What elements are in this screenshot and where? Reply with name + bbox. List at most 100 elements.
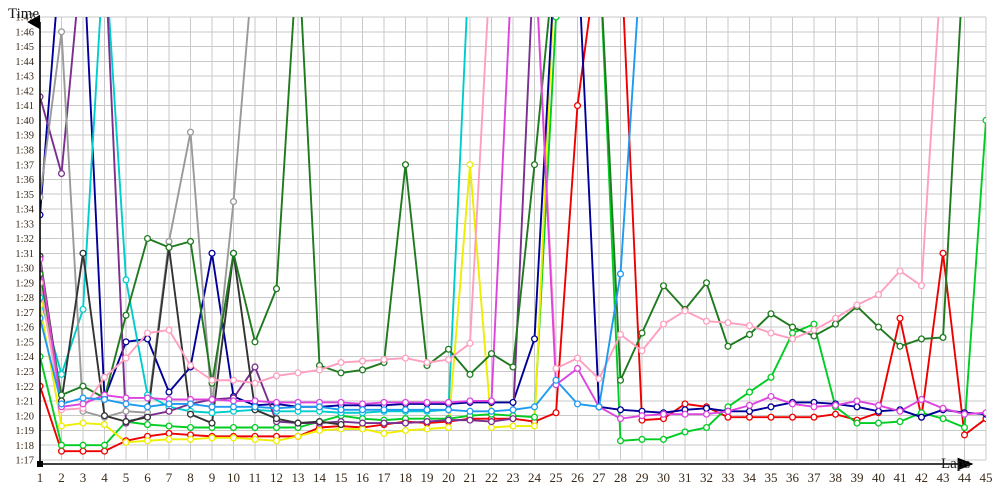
data-point-car-dark-green	[122, 311, 130, 319]
data-point-car-magenta	[229, 397, 238, 405]
data-point-car-pink	[573, 354, 582, 362]
data-point-car-light-blue	[401, 406, 410, 414]
data-point-car-pink	[616, 330, 625, 339]
data-point-car-yellow	[122, 438, 130, 446]
data-point-car-light-blue	[208, 403, 216, 411]
data-point-car-light-blue	[57, 400, 66, 408]
data-point-car-gray	[165, 237, 173, 246]
x-tick-label: 2	[58, 470, 65, 485]
data-point-car-pink	[186, 361, 195, 370]
data-point-car-yellow	[272, 437, 281, 445]
x-tick-label: 32	[700, 470, 713, 485]
data-point-car-light-blue	[251, 403, 259, 411]
data-point-car-magenta	[251, 397, 259, 405]
data-point-car-yellow	[208, 434, 216, 442]
data-point-car-light-blue	[165, 400, 173, 408]
data-point-car-red	[831, 410, 840, 418]
data-point-car-dark-green	[530, 161, 539, 169]
data-point-car-red	[57, 447, 66, 455]
data-point-car-purple	[57, 169, 66, 178]
y-axis-tick-labels: 1:47 1:46 1:45 1:44 1:43 1:42 1:41 1:40 1:39 1:38…	[15, 13, 34, 467]
data-point-car-dark-green	[616, 376, 625, 384]
data-point-car-yellow	[509, 422, 517, 430]
data-point-car-magenta	[79, 400, 87, 408]
data-point-car-pink	[208, 376, 216, 384]
data-point-car-navy	[143, 335, 152, 343]
data-point-car-yellow	[487, 423, 496, 432]
data-point-car-navy	[745, 407, 754, 415]
data-point-car-cyan	[79, 305, 87, 313]
data-point-car-bright-green	[79, 441, 87, 449]
data-point-car-bright-green	[186, 423, 195, 432]
x-tick-label: 39	[851, 470, 864, 485]
data-point-car-red	[810, 413, 818, 421]
x-tick-label: 3	[80, 470, 87, 485]
x-tick-label: 37	[808, 470, 822, 485]
data-point-car-pink	[745, 322, 754, 330]
data-point-car-pink	[917, 282, 926, 290]
x-tick-label: 22	[485, 470, 498, 485]
data-point-car-bright-green	[530, 413, 539, 421]
x-tick-label: 8	[187, 470, 194, 485]
data-point-car-purple	[358, 419, 367, 427]
data-point-car-pink	[552, 364, 560, 373]
data-point-car-pink	[100, 373, 109, 381]
x-tick-label: 38	[829, 470, 842, 485]
data-point-car-cyan	[208, 409, 216, 417]
data-point-car-dark-green	[724, 342, 732, 350]
x-tick-label: 1	[37, 470, 44, 485]
data-point-car-pink	[165, 326, 173, 334]
data-point-car-red	[165, 429, 173, 437]
data-point-car-pink	[702, 317, 711, 325]
data-point-car-magenta	[380, 398, 388, 406]
data-point-car-bright-green	[272, 423, 281, 432]
data-point-car-pink	[638, 347, 646, 355]
data-point-car-pink	[810, 326, 818, 334]
x-tick-label: 34	[743, 470, 757, 485]
data-point-car-magenta	[724, 407, 732, 415]
data-point-car-navy	[122, 338, 130, 346]
data-point-car-light-blue	[100, 395, 109, 404]
x-tick-label: 27	[593, 470, 607, 485]
x-tick-label: 33	[722, 470, 735, 485]
data-point-car-navy	[616, 406, 625, 414]
x-tick-label: 14	[313, 470, 327, 485]
data-point-car-dark-green	[337, 369, 345, 377]
data-point-car-dark-green	[79, 382, 87, 390]
data-point-car-magenta	[681, 410, 689, 418]
data-point-car-bright-green	[702, 423, 711, 432]
y-tick-label: 1:20	[15, 411, 34, 422]
data-point-car-magenta	[831, 401, 840, 409]
y-tick-label: 1:47	[15, 13, 34, 24]
data-point-car-pink	[767, 329, 775, 337]
data-point-car-dark-green	[509, 363, 517, 371]
data-point-car-magenta	[401, 398, 410, 406]
data-point-car-dark-green	[788, 323, 797, 331]
y-tick-label: 1:36	[15, 175, 34, 186]
data-point-car-magenta	[960, 410, 969, 418]
data-point-car-pink	[788, 335, 797, 343]
data-point-car-dark-green	[272, 285, 281, 293]
data-point-car-purple	[466, 416, 474, 424]
data-point-car-light-blue	[423, 406, 431, 414]
data-point-car-light-blue	[444, 406, 453, 414]
data-point-car-navy	[208, 249, 216, 257]
y-tick-label: 1:37	[15, 160, 34, 171]
data-point-car-pink	[681, 307, 689, 315]
data-point-car-black	[186, 410, 195, 418]
x-tick-label: 43	[937, 470, 950, 485]
data-point-car-dark-green	[229, 249, 238, 257]
data-point-car-magenta	[573, 364, 582, 373]
data-point-car-dark-green	[831, 320, 840, 328]
x-axis-title: Laps	[941, 456, 970, 472]
data-point-car-light-blue	[186, 400, 195, 408]
data-point-car-bright-green	[788, 329, 797, 337]
data-point-car-bright-green	[810, 320, 818, 328]
y-tick-label: 1:40	[15, 116, 34, 127]
y-tick-label: 1:35	[15, 190, 34, 201]
y-tick-label: 1:44	[15, 57, 34, 68]
data-point-car-red	[552, 409, 560, 417]
y-tick-label: 1:30	[15, 264, 34, 275]
data-point-car-bright-green	[681, 428, 689, 436]
